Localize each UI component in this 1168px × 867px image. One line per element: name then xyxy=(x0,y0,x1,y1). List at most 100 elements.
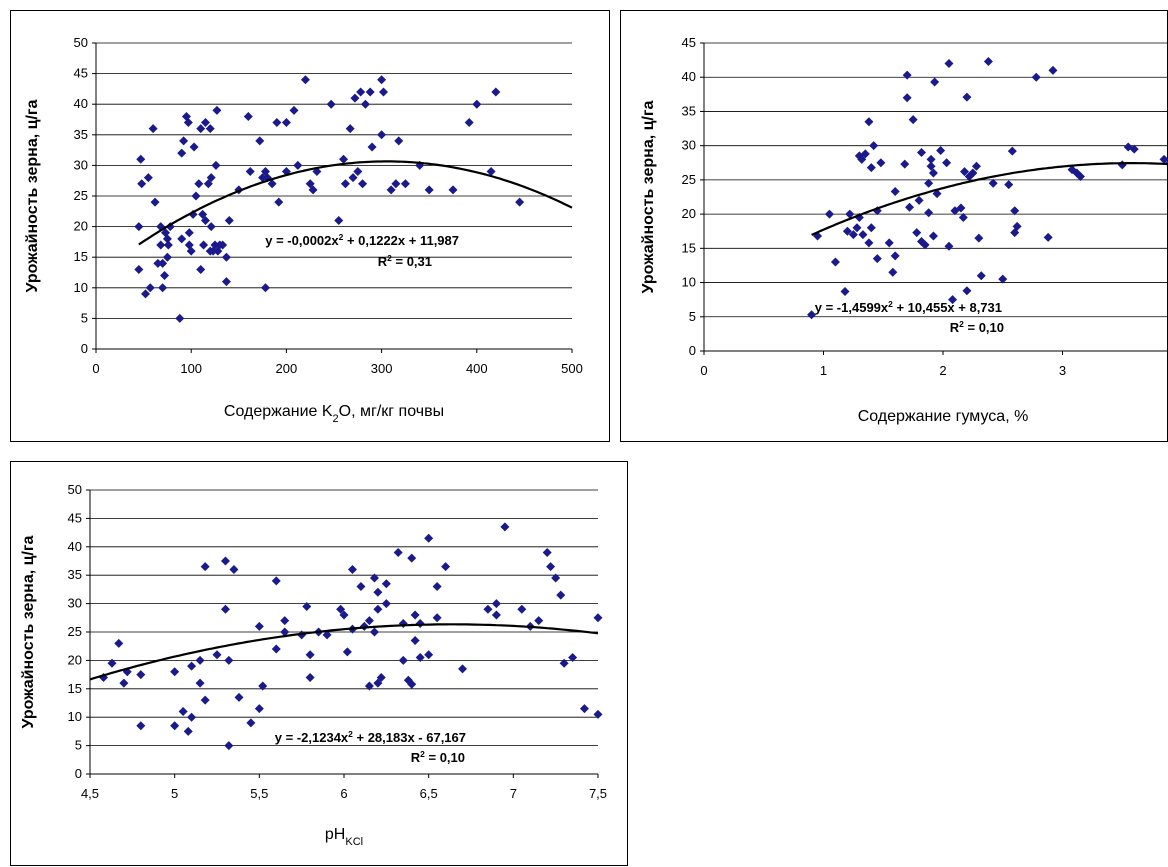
data-point xyxy=(852,223,862,233)
data-point xyxy=(245,167,255,177)
data-point xyxy=(148,124,158,134)
data-point xyxy=(158,258,168,268)
data-point xyxy=(356,582,366,592)
data-point xyxy=(143,173,153,183)
y-tick-label: 40 xyxy=(74,96,88,111)
data-point xyxy=(187,712,197,722)
data-point xyxy=(956,203,966,213)
data-point xyxy=(890,251,900,261)
data-point xyxy=(183,118,193,128)
data-point xyxy=(912,228,922,238)
data-point xyxy=(229,565,239,575)
data-point xyxy=(302,601,312,611)
y-tick-label: 50 xyxy=(74,35,88,50)
data-point xyxy=(206,222,216,232)
y-tick-label: 0 xyxy=(689,343,696,358)
data-point xyxy=(432,582,442,592)
data-point xyxy=(1048,65,1058,75)
data-point xyxy=(517,604,527,614)
data-point xyxy=(260,283,270,293)
data-point xyxy=(305,672,315,682)
data-point xyxy=(960,167,970,177)
data-point xyxy=(905,202,915,212)
data-point xyxy=(350,93,360,103)
data-point xyxy=(234,692,244,702)
data-point xyxy=(942,158,952,168)
data-point xyxy=(195,678,205,688)
data-point xyxy=(178,707,188,717)
data-point xyxy=(974,233,984,243)
y-tick-label: 5 xyxy=(75,738,82,753)
data-point xyxy=(267,179,277,189)
data-point xyxy=(568,653,578,663)
data-point xyxy=(179,136,189,146)
data-point xyxy=(858,230,868,240)
y-tick-label: 25 xyxy=(68,624,82,639)
y-tick-label: 30 xyxy=(682,138,696,153)
data-point xyxy=(400,179,410,189)
data-point xyxy=(1007,146,1017,156)
x-tick-label: 2 xyxy=(939,363,946,378)
data-point xyxy=(900,159,910,169)
data-point xyxy=(472,99,482,109)
data-point xyxy=(824,209,834,219)
trend-equation: y = -2,1234x2 + 28,183x - 67,167 xyxy=(275,729,466,745)
data-point xyxy=(830,257,840,267)
trendline xyxy=(138,160,573,246)
data-point xyxy=(373,678,383,688)
data-point xyxy=(394,136,404,146)
y-tick-label: 35 xyxy=(682,103,696,118)
data-point xyxy=(224,215,234,225)
data-point xyxy=(483,604,493,614)
y-tick-label: 35 xyxy=(74,127,88,142)
x-tick-label: 0 xyxy=(700,363,707,378)
data-point xyxy=(968,168,978,178)
data-point xyxy=(280,627,290,637)
data-point xyxy=(183,726,193,736)
data-point xyxy=(200,118,210,128)
data-point xyxy=(1129,144,1139,154)
data-point xyxy=(381,599,391,609)
data-point xyxy=(546,562,556,572)
data-point xyxy=(890,187,900,197)
data-point xyxy=(340,179,350,189)
data-point xyxy=(356,87,366,97)
y-tick-label: 20 xyxy=(74,219,88,234)
data-point xyxy=(224,655,234,665)
data-point xyxy=(542,547,552,557)
x-tick-label: 7 xyxy=(510,786,517,801)
data-point xyxy=(415,653,425,663)
data-point xyxy=(869,141,879,151)
data-point xyxy=(367,142,377,152)
data-point xyxy=(360,99,370,109)
data-point xyxy=(902,93,912,103)
data-point xyxy=(136,154,146,164)
x-axis-label: Содержание K2O, мг/кг почвы xyxy=(224,403,444,425)
y-tick-label: 25 xyxy=(682,172,696,187)
x-tick-label: 400 xyxy=(466,361,488,376)
x-tick-label: 0 xyxy=(92,361,99,376)
data-point xyxy=(358,179,368,189)
x-tick-label: 4,5 xyxy=(81,786,99,801)
data-point xyxy=(373,587,383,597)
y-tick-label: 20 xyxy=(682,206,696,221)
data-point xyxy=(175,313,185,323)
x-tick-label: 1 xyxy=(820,363,827,378)
data-point xyxy=(1043,232,1053,242)
data-point xyxy=(255,136,265,146)
data-point xyxy=(170,721,180,731)
data-point xyxy=(998,274,1008,284)
data-point xyxy=(177,234,187,244)
data-point xyxy=(424,650,434,660)
x-tick-label: 5,5 xyxy=(250,786,268,801)
data-point xyxy=(365,87,375,97)
data-point xyxy=(200,215,210,225)
y-tick-label: 15 xyxy=(68,681,82,696)
data-point xyxy=(551,573,561,583)
data-point xyxy=(212,105,222,115)
data-point xyxy=(308,185,318,195)
y-axis-label: Урожайность зерна, ц/га xyxy=(24,99,41,292)
data-point xyxy=(930,77,940,87)
data-point xyxy=(515,197,525,207)
data-point xyxy=(369,627,379,637)
